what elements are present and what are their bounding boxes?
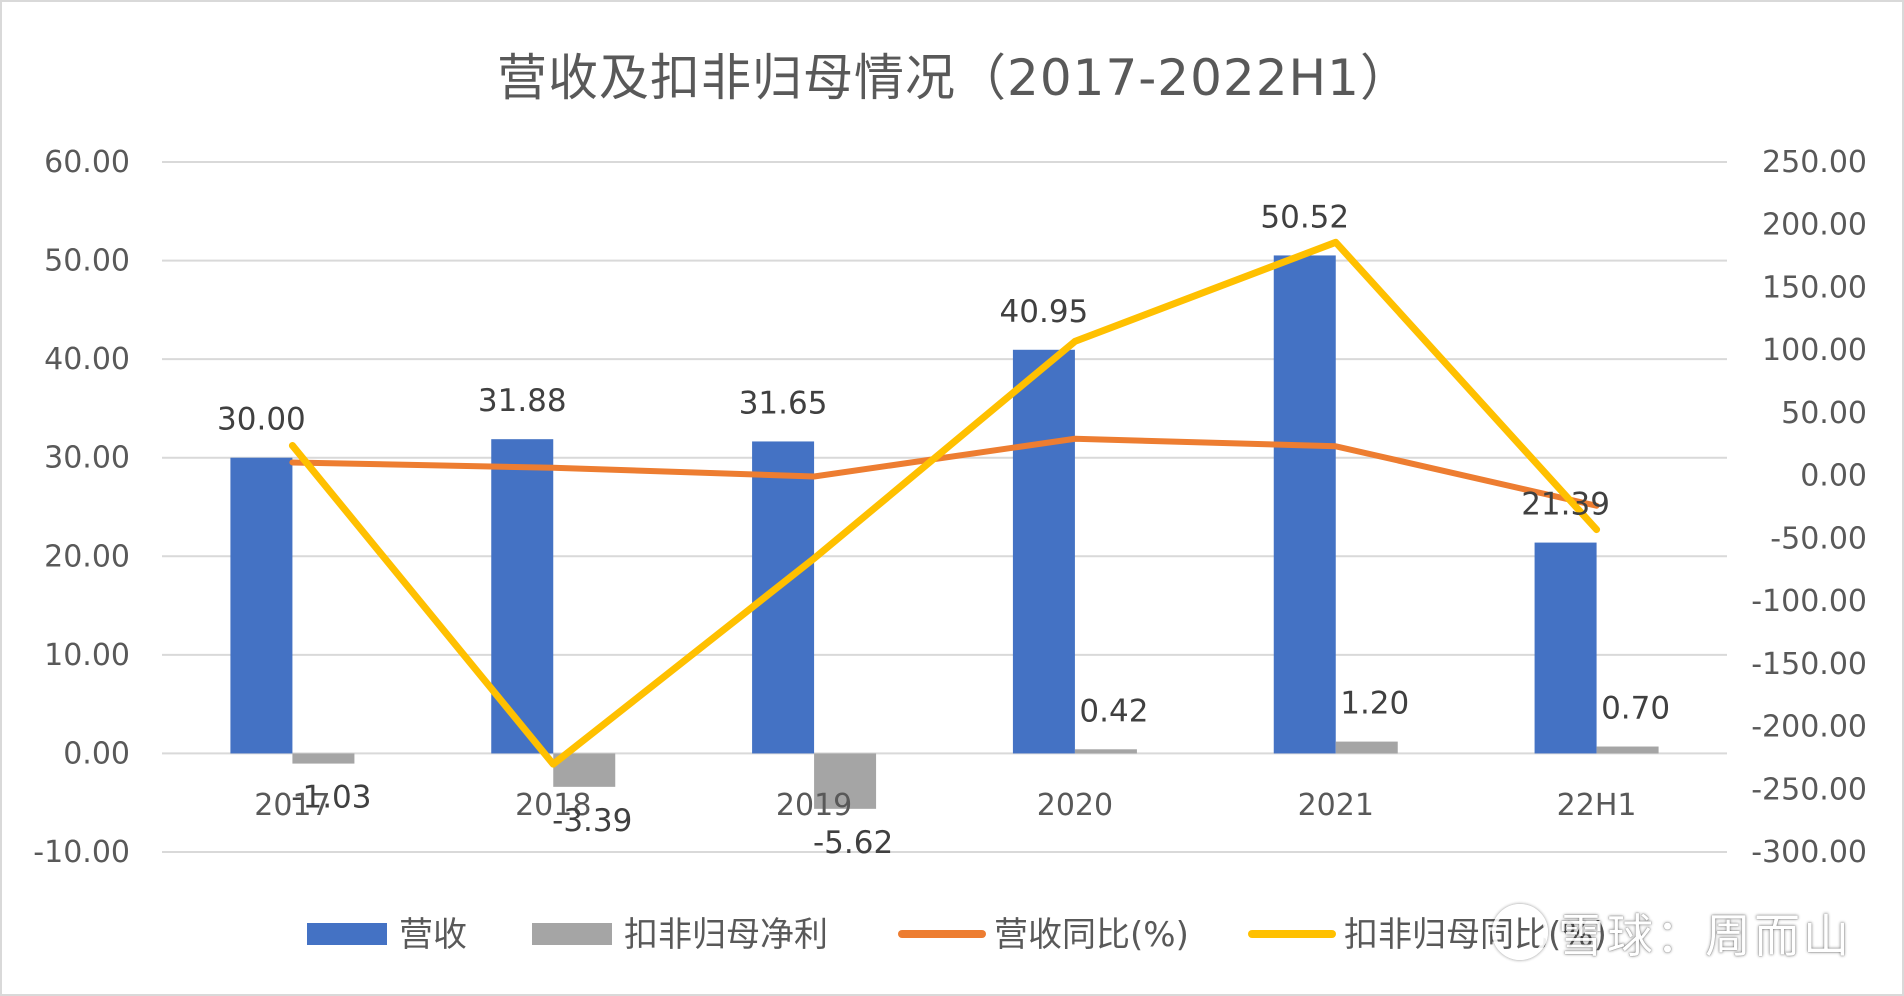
revenue-data-label: 50.52 — [1260, 199, 1349, 235]
legend-label: 营收 — [399, 915, 467, 955]
watermark: 雪球：周而山 — [1492, 900, 1852, 966]
right-axis-tick-label: -300.00 — [1751, 835, 1867, 870]
right-axis-tick-label: 100.00 — [1762, 333, 1867, 368]
right-axis-tick-label: -50.00 — [1770, 521, 1867, 556]
revenue-bar — [230, 457, 293, 754]
right-axis-tick-label: 200.00 — [1762, 208, 1867, 243]
revenue-bar — [1534, 542, 1597, 754]
left-axis-tick-label: -10.00 — [33, 835, 130, 870]
net-profit-yoy-line — [288, 238, 1601, 768]
chart-title: 营收及扣非归母情况（2017-2022H1） — [497, 49, 1411, 107]
revenue-bar — [1273, 255, 1336, 754]
net-profit-data-label: 1.20 — [1340, 686, 1409, 722]
revenue-data-label: 40.95 — [1000, 294, 1089, 330]
category-label: 2019 — [776, 788, 852, 823]
category-label: 2020 — [1037, 788, 1113, 823]
watermark-text: 雪球：周而山 — [1558, 909, 1852, 963]
right-axis: 250.00 200.00 150.00 100.00 50.00 0.00 -50.00 -… — [1751, 145, 1867, 870]
right-axis-tick-label: 250.00 — [1762, 145, 1867, 180]
revenue-data-label: 30.00 — [217, 402, 306, 438]
data-labels: 30.00 31.88 31.65 40.95 50.52 21.39 -1.03 -3.39… — [217, 199, 1670, 860]
net-profit-data-label: -3.39 — [552, 803, 632, 839]
left-axis-tick-label: 50.00 — [44, 244, 130, 279]
net-profit-bar — [1596, 746, 1659, 754]
left-axis: 60.00 50.00 40.00 30.00 20.00 10.00 0.00 -10.00 — [33, 145, 130, 870]
net-profit-data-label: 0.42 — [1079, 693, 1148, 729]
snowball-logo-icon — [1492, 904, 1548, 960]
right-axis-tick-label: -250.00 — [1751, 772, 1867, 807]
left-axis-tick-label: 30.00 — [44, 441, 130, 476]
legend: 营收 扣非归母净利 营收同比(%) 扣非归母同比(%) — [307, 915, 1607, 955]
revenue-data-label: 21.39 — [1521, 487, 1610, 523]
left-axis-tick-label: 20.00 — [44, 539, 130, 574]
legend-label: 扣非归母净利 — [624, 915, 828, 955]
net-profit-bar — [1335, 741, 1398, 754]
net-profit-data-label: 0.70 — [1601, 691, 1670, 727]
net-profit-bar — [1074, 749, 1137, 754]
revenue-data-label: 31.65 — [739, 385, 828, 421]
legend-label: 营收同比(%) — [994, 915, 1189, 955]
right-axis-tick-label: -150.00 — [1751, 647, 1867, 682]
revenue-yoy-line — [289, 435, 1600, 509]
revenue-data-label: 31.88 — [478, 383, 567, 419]
bars — [230, 255, 1659, 809]
right-axis-tick-label: 0.00 — [1800, 459, 1867, 494]
category-axis: 2017 2018 2019 2020 2021 22H1 — [254, 788, 1636, 823]
left-axis-tick-label: 60.00 — [44, 145, 130, 180]
net-profit-data-label: -5.62 — [813, 825, 893, 861]
category-label: 22H1 — [1557, 788, 1637, 823]
net-profit-data-label: -1.03 — [291, 780, 371, 816]
left-axis-tick-label: 10.00 — [44, 638, 130, 673]
legend-swatch-bar — [532, 923, 612, 945]
right-axis-tick-label: -100.00 — [1751, 584, 1867, 619]
revenue-bar — [1012, 349, 1075, 754]
left-axis-tick-label: 0.00 — [63, 736, 130, 771]
category-label: 2017 — [254, 788, 330, 823]
right-axis-tick-label: -200.00 — [1751, 710, 1867, 745]
right-axis-tick-label: 50.00 — [1781, 396, 1867, 431]
revenue-bar — [491, 439, 554, 754]
net-profit-bar — [292, 753, 355, 764]
category-label: 2021 — [1298, 788, 1374, 823]
net-profit-bar — [814, 753, 877, 809]
right-axis-tick-label: 150.00 — [1762, 270, 1867, 305]
category-label: 2018 — [515, 788, 591, 823]
legend-swatch-bar — [307, 923, 387, 945]
left-axis-tick-label: 40.00 — [44, 342, 130, 377]
gridlines — [162, 161, 1727, 853]
lines — [288, 238, 1601, 768]
legend-label: 扣非归母同比(%) — [1344, 915, 1607, 955]
